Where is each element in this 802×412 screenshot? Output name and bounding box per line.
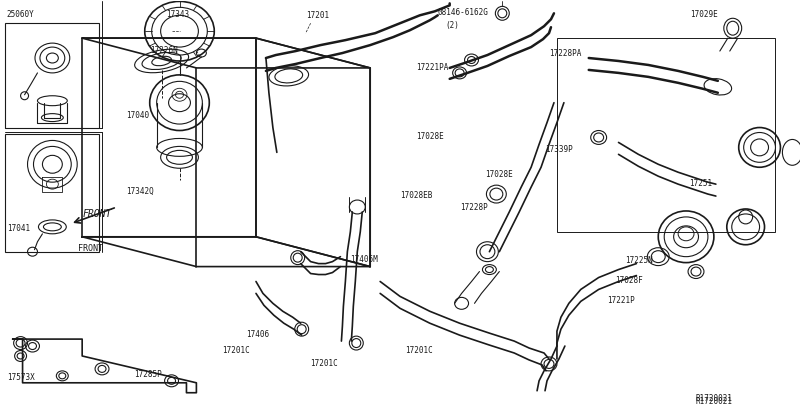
Text: 17285P: 17285P: [134, 370, 162, 379]
Text: 17028F: 17028F: [614, 276, 642, 285]
Text: R1720021: R1720021: [695, 397, 731, 406]
Text: 17028E: 17028E: [415, 132, 443, 141]
Text: 17201C: 17201C: [310, 359, 337, 368]
Text: 17406: 17406: [245, 330, 269, 339]
Text: 17201C: 17201C: [222, 346, 249, 355]
Text: 17028E: 17028E: [484, 170, 512, 178]
Text: 17406M: 17406M: [349, 255, 377, 264]
Text: (2): (2): [445, 21, 459, 30]
Text: 17343: 17343: [166, 10, 189, 19]
Bar: [5, 134, 99, 252]
Text: 17201C: 17201C: [405, 346, 433, 355]
Text: 25060Y: 25060Y: [6, 10, 34, 19]
Text: 17029E: 17029E: [690, 10, 717, 19]
Text: R1720021: R1720021: [695, 394, 731, 403]
Text: 17225N: 17225N: [624, 255, 652, 265]
Text: 17228PA: 17228PA: [549, 49, 581, 58]
Text: 17226N: 17226N: [150, 46, 178, 55]
Text: FRONT: FRONT: [79, 244, 103, 253]
Text: 17028EB: 17028EB: [399, 191, 431, 200]
Text: 17228P: 17228P: [460, 203, 487, 212]
Text: 17221P: 17221P: [606, 297, 634, 305]
Bar: [557, 38, 775, 232]
Text: 17221PA: 17221PA: [415, 63, 448, 72]
Bar: [5, 23, 99, 128]
Text: 08146-6162G: 08146-6162G: [437, 8, 488, 17]
Text: 17339P: 17339P: [545, 145, 572, 154]
Text: FRONT: FRONT: [82, 209, 111, 219]
Text: 17041: 17041: [6, 224, 30, 233]
Text: 17573X: 17573X: [6, 372, 34, 382]
Text: 17040: 17040: [126, 112, 149, 120]
Text: 17251: 17251: [688, 179, 711, 188]
Text: 17201: 17201: [306, 11, 329, 20]
Text: 17342Q: 17342Q: [126, 187, 154, 196]
